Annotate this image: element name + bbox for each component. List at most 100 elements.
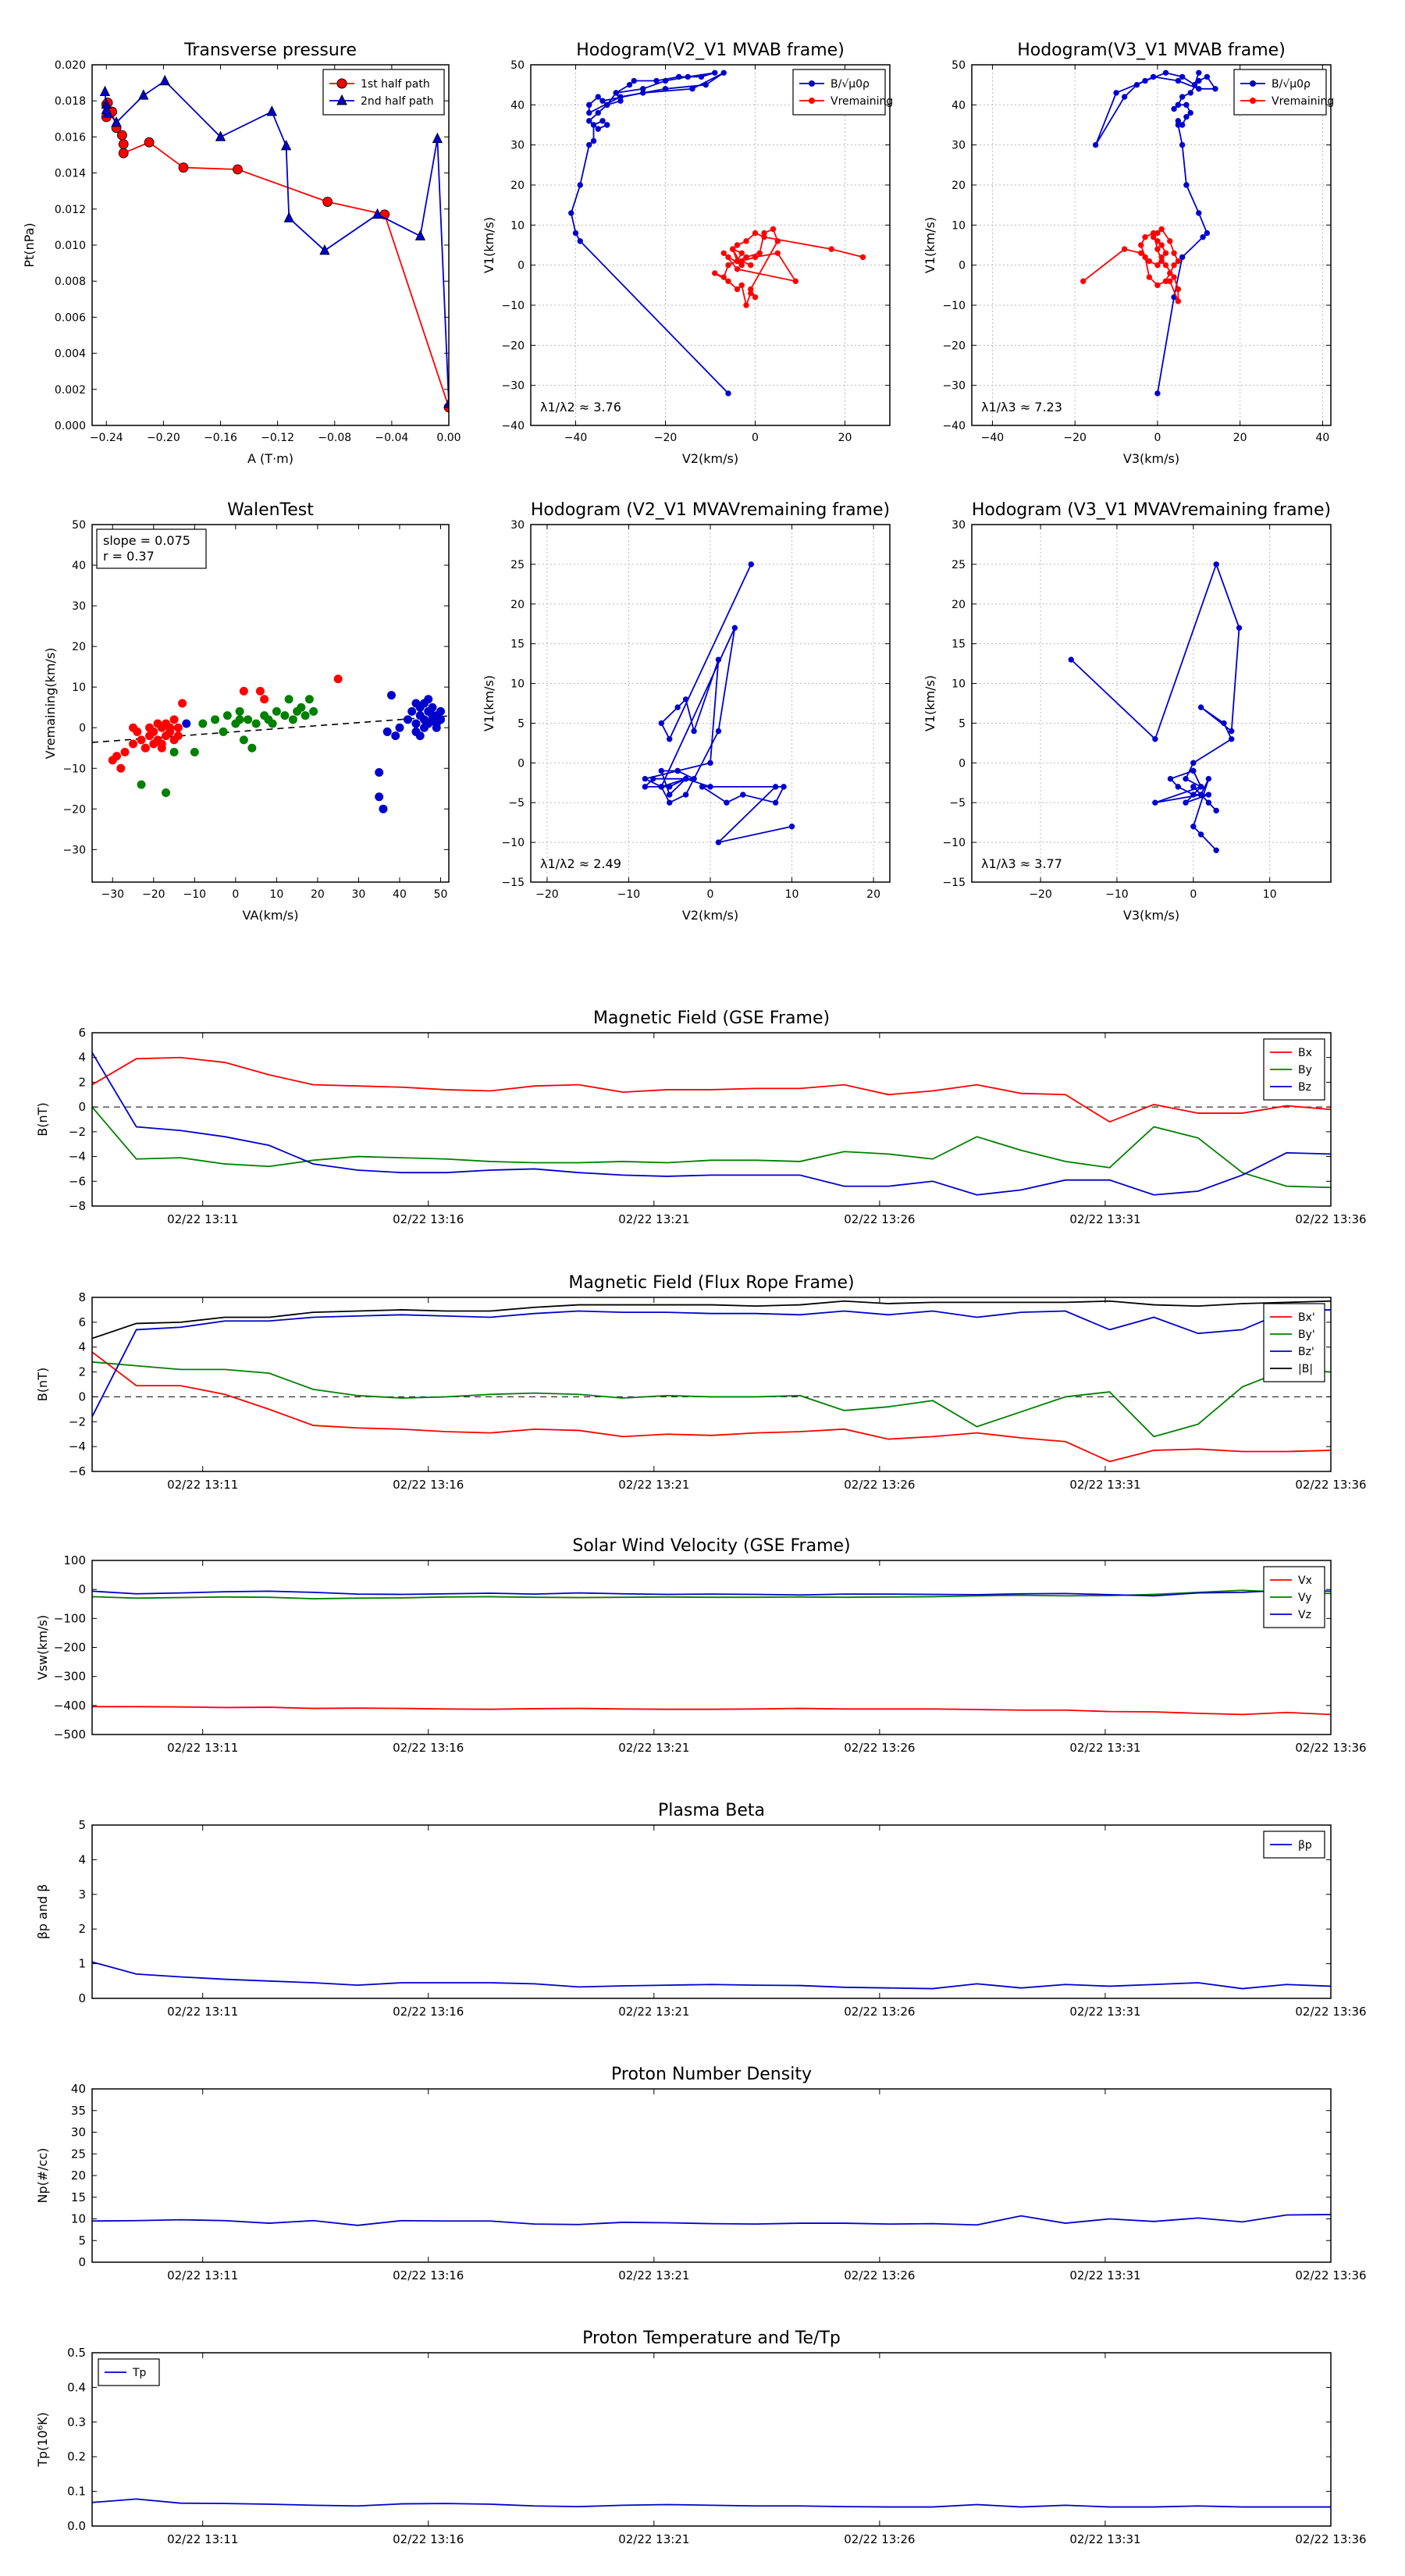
data-point [118, 139, 129, 150]
data-point [1152, 736, 1158, 742]
data-point [215, 130, 226, 141]
data-point [162, 788, 171, 797]
y-tick-label: −8 [69, 1199, 86, 1213]
x-tick-label: 02/22 13:36 [1295, 2268, 1366, 2282]
y-tick-label: −5 [949, 797, 966, 809]
y-tick-label: 0.014 [55, 168, 86, 180]
y-tick-label: 6 [78, 1315, 86, 1329]
annotation: slope = 0.075 [103, 533, 190, 548]
y-tick-label: 5 [518, 717, 525, 730]
data-point [1113, 90, 1119, 96]
data-point [1158, 258, 1165, 265]
data-point [599, 118, 606, 124]
data-point [658, 720, 664, 727]
data-point [1179, 254, 1186, 261]
data-point [120, 747, 130, 756]
x-tick-label: −0.16 [204, 432, 237, 444]
data-point [1175, 258, 1182, 265]
data-point [1183, 799, 1189, 806]
x-tick-label: −30 [101, 888, 124, 901]
y-axis-label: V1(km/s) [923, 675, 937, 731]
data-point [1154, 282, 1161, 289]
x-tick-label: 02/22 13:21 [618, 2532, 689, 2546]
legend-label: Vremaining [1272, 95, 1334, 108]
y-tick-label: 8 [78, 1290, 86, 1304]
data-point [137, 735, 146, 745]
y-tick-label: −20 [942, 340, 966, 352]
data-point [178, 162, 189, 173]
data-point [1167, 238, 1173, 244]
data-point [1167, 270, 1173, 276]
data-point [586, 109, 592, 116]
y-tick-label: 35 [71, 2104, 86, 2118]
plot-area [1068, 561, 1243, 853]
x-tick-label: 02/22 13:36 [1295, 1741, 1366, 1755]
data-point [1183, 775, 1189, 782]
x-tick-label: 02/22 13:36 [1295, 2532, 1366, 2546]
y-tick-label: 10 [951, 219, 966, 232]
y-axis-label: B(nT) [35, 1102, 50, 1136]
y-tick-label: 4 [78, 1051, 86, 1065]
y-tick-label: 100 [63, 1553, 86, 1567]
series-Vx [92, 1706, 1331, 1716]
y-tick-label: 40 [510, 99, 525, 112]
y-axis-label: Tp(10⁶K) [35, 2412, 50, 2467]
series-B/√μ0ρ [568, 69, 731, 397]
y-tick-label: 50 [72, 519, 86, 532]
data-point [1183, 114, 1190, 120]
panel-bgse: 02/22 13:11 02/22 13:16 02/22 13:21 02/22 1… [35, 1009, 1367, 1226]
data-point [658, 767, 664, 774]
data-point [280, 140, 292, 151]
data-point [1212, 86, 1218, 92]
data-point [222, 711, 232, 720]
data-point [173, 731, 183, 741]
plot-area [92, 1961, 1331, 1990]
y-tick-label: −20 [501, 340, 525, 352]
data-point [1175, 784, 1181, 790]
y-tick-label: 25 [71, 2147, 86, 2161]
data-point [752, 254, 759, 261]
axes-frame [971, 64, 1332, 426]
data-point [631, 77, 637, 84]
axes-frame [91, 1824, 1332, 1999]
series-V [642, 561, 795, 845]
x-axis-label: A (T·m) [247, 451, 293, 466]
series-line [642, 564, 792, 844]
data-point [182, 719, 191, 728]
series-green [137, 695, 318, 797]
y-tick-label: −100 [54, 1611, 86, 1625]
x-tick-label: 02/22 13:16 [393, 2268, 464, 2282]
data-point [297, 703, 306, 712]
legend-marker [336, 78, 347, 89]
y-tick-label: 15 [71, 2190, 86, 2204]
x-tick-label: 50 [434, 888, 448, 901]
x-tick-label: 0 [1190, 888, 1197, 901]
data-point [288, 715, 297, 724]
y-tick-label: 3 [78, 1888, 86, 1902]
y-tick-label: 0.016 [55, 131, 86, 144]
x-tick-label: 02/22 13:31 [1069, 1212, 1140, 1226]
chart-title: Hodogram(V2_V1 MVAB frame) [576, 41, 845, 60]
data-point [1171, 262, 1177, 269]
series-βp [92, 1961, 1331, 1990]
data-point [284, 695, 293, 704]
x-tick-label: −0.08 [318, 432, 351, 444]
panel-walen: −30 −20 −10 0 10 20 30 40 50 −30 −20 −10 0 10 20 30 40 50… [43, 500, 450, 923]
data-point [568, 210, 574, 216]
data-point [1162, 250, 1169, 256]
data-point [1196, 77, 1202, 84]
plot-area [92, 1300, 1331, 1463]
data-point [725, 278, 731, 284]
chart-title: Proton Temperature and Te/Tp [582, 2329, 841, 2348]
annotation: λ1/λ3 ≈ 3.77 [981, 856, 1062, 871]
data-point [111, 116, 122, 127]
y-tick-label: 0.008 [55, 276, 86, 288]
data-point [1196, 69, 1202, 76]
data-point [157, 739, 166, 749]
panel-hodo4: −20 −10 0 10 −15 −10 −5 0 5 10 15 20 25 30 Hodogram (V… [923, 500, 1332, 923]
data-point [386, 691, 396, 700]
legend-label: Bz' [1298, 1346, 1314, 1358]
x-tick-label: −0.20 [147, 432, 180, 444]
y-tick-label: 20 [72, 641, 86, 653]
data-point [738, 282, 745, 289]
